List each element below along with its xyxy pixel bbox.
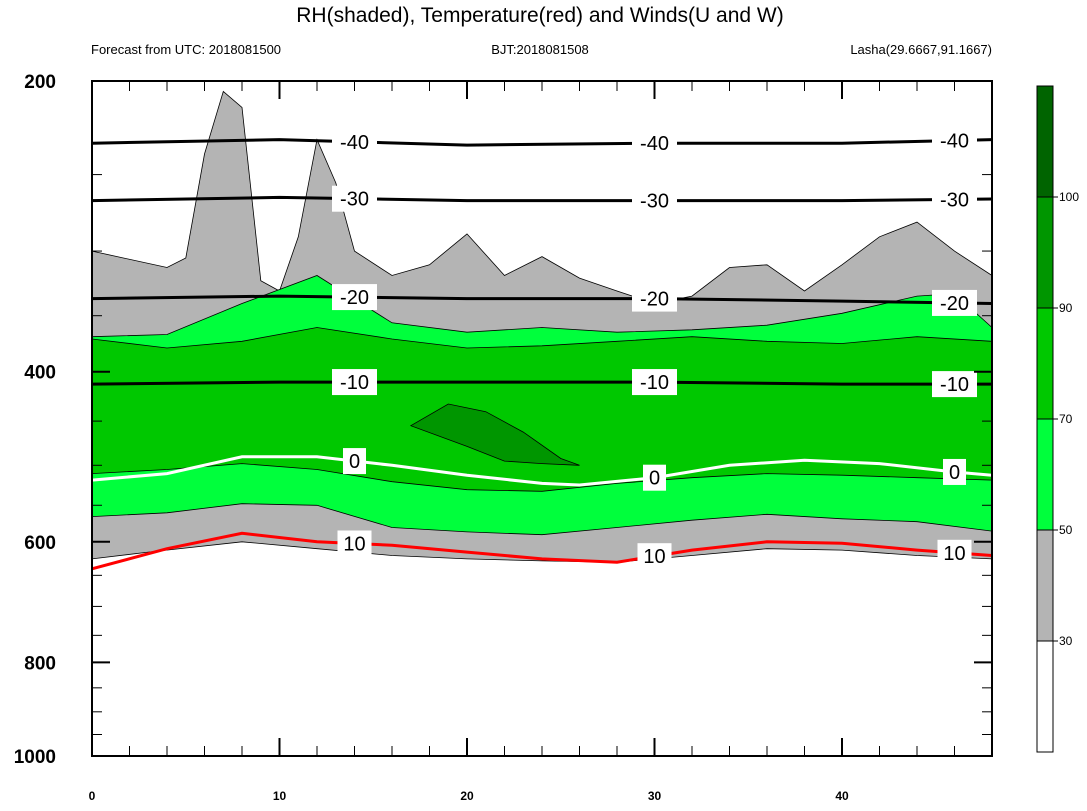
colorbar-tick-label: 100 bbox=[1059, 190, 1079, 204]
contour-label: 10 bbox=[643, 546, 665, 568]
contour-label-box bbox=[332, 369, 377, 396]
contour-label: 0 bbox=[649, 468, 660, 490]
contour-label: -30 bbox=[640, 191, 669, 213]
contour-label-box bbox=[632, 285, 677, 312]
subtitle-station: Lasha(29.6667,91.1667) bbox=[850, 42, 992, 57]
temp-contour-4 bbox=[92, 455, 992, 487]
temp-contour-5 bbox=[92, 531, 992, 571]
contour-label-box bbox=[337, 530, 372, 557]
contour-label-box bbox=[932, 127, 977, 154]
subtitle-forecast: Forecast from UTC: 2018081500 bbox=[91, 42, 281, 57]
contour-label-box bbox=[343, 448, 366, 475]
contour-label: -10 bbox=[940, 374, 969, 396]
colorbar-tick-label: 70 bbox=[1059, 412, 1073, 426]
colorbar-tick-label: 30 bbox=[1059, 634, 1073, 648]
contour-label-box bbox=[937, 539, 972, 566]
contour-label: -40 bbox=[340, 132, 369, 154]
contour-label-box bbox=[332, 128, 377, 155]
rh-band-3 bbox=[409, 403, 580, 466]
x-tick-label: 0 bbox=[89, 789, 96, 803]
contour-label: 0 bbox=[349, 451, 360, 473]
temp-contour-2 bbox=[92, 294, 992, 305]
colorbar-tick-label: 50 bbox=[1059, 523, 1073, 537]
colorbar-tick-label: 90 bbox=[1059, 301, 1073, 315]
contour-label-box bbox=[332, 185, 377, 212]
colorbar-swatch bbox=[1036, 85, 1054, 198]
contour-label: -30 bbox=[940, 189, 969, 211]
contour-label-box bbox=[637, 543, 672, 570]
temp-contour-3 bbox=[92, 380, 992, 386]
contour-label-box bbox=[643, 464, 666, 491]
y-tick-label: 200 bbox=[24, 72, 56, 93]
contour-label: -10 bbox=[640, 372, 669, 394]
contour-label: -40 bbox=[940, 131, 969, 153]
temp-contour-1 bbox=[92, 195, 992, 203]
contour-label-box bbox=[632, 369, 677, 396]
contour-label-box bbox=[932, 371, 977, 398]
temp-contour-0 bbox=[92, 138, 992, 147]
contour-label-box bbox=[632, 130, 677, 157]
x-tick-label: 30 bbox=[648, 789, 662, 803]
x-tick-label: 10 bbox=[273, 789, 287, 803]
contour-label: 0 bbox=[949, 462, 960, 484]
y-tick-label: 600 bbox=[24, 533, 56, 554]
colorbar-swatch bbox=[1036, 307, 1054, 420]
colorbar-swatch bbox=[1036, 418, 1054, 531]
contour-label: 10 bbox=[943, 543, 965, 565]
contour-label: -30 bbox=[340, 189, 369, 211]
contour-label-box bbox=[943, 458, 966, 485]
contour-label: -20 bbox=[340, 287, 369, 309]
contour-label-box bbox=[632, 187, 677, 214]
contour-label: -20 bbox=[940, 293, 969, 315]
x-tick-label: 20 bbox=[460, 789, 474, 803]
y-tick-label: 1000 bbox=[14, 747, 56, 768]
contour-label: -20 bbox=[640, 289, 669, 311]
contour-label-box bbox=[332, 284, 377, 311]
colorbar: 30 50 70 90 100 bbox=[1036, 85, 1079, 753]
contour-label-box bbox=[932, 186, 977, 213]
colorbar-swatch bbox=[1036, 640, 1054, 753]
rh-band-2 bbox=[92, 327, 992, 492]
subtitle-bjt: BJT:2018081508 bbox=[491, 42, 589, 57]
chart-title: RH(shaded), Temperature(red) and Winds(U… bbox=[296, 4, 783, 27]
contour-label-box bbox=[932, 289, 977, 316]
plot-area: -40 -40 -40 -30 -30 -30 -20 -20 -20 -10 -10 -10 0 0 0 1… bbox=[92, 90, 992, 571]
colorbar-swatch bbox=[1036, 196, 1054, 309]
contour-label: -10 bbox=[340, 372, 369, 394]
contour-label: 10 bbox=[343, 534, 365, 556]
y-tick-label: 800 bbox=[24, 653, 56, 674]
x-tick-label: 40 bbox=[835, 789, 849, 803]
contour-label: -40 bbox=[640, 133, 669, 155]
colorbar-swatch bbox=[1036, 529, 1054, 642]
y-tick-label: 400 bbox=[24, 363, 56, 384]
